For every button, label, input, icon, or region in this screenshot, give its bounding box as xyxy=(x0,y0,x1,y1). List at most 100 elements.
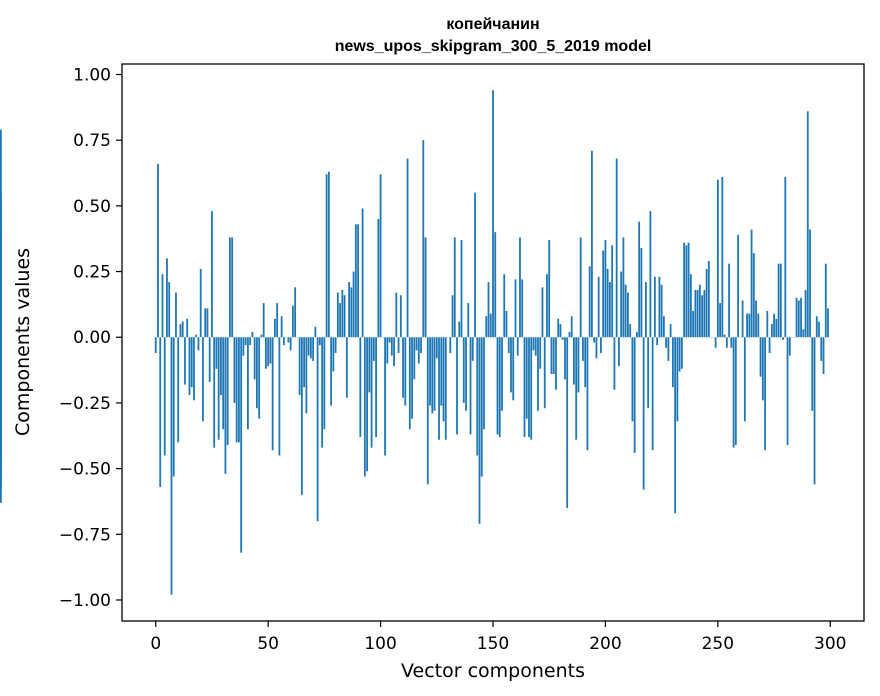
bar xyxy=(188,337,191,396)
bar xyxy=(451,295,454,338)
bar xyxy=(471,337,474,361)
bar xyxy=(631,337,634,422)
bar xyxy=(602,250,605,338)
bar xyxy=(233,337,236,403)
bar xyxy=(678,337,681,372)
bar xyxy=(154,337,157,354)
bar xyxy=(546,274,548,338)
bar xyxy=(211,211,213,338)
bar xyxy=(406,158,409,338)
bar xyxy=(698,284,701,338)
y-tick-label: 1.00 xyxy=(73,66,111,86)
bar xyxy=(784,176,787,338)
bar xyxy=(642,337,645,490)
bar xyxy=(247,337,249,430)
bar xyxy=(627,292,629,338)
bar xyxy=(300,337,303,495)
bar xyxy=(543,337,546,409)
y-axis: 1.00 0.75 0.50 0.25 0.00 −0.25 −0.50 −0.75 −1.00 xyxy=(59,66,122,611)
bar xyxy=(415,337,418,351)
bar xyxy=(258,337,261,419)
bar xyxy=(377,219,380,338)
bar xyxy=(797,300,800,338)
bar xyxy=(318,337,321,346)
bar xyxy=(179,324,182,338)
bar xyxy=(741,300,744,338)
bar xyxy=(197,337,200,351)
bar xyxy=(636,331,638,338)
bar xyxy=(163,337,166,456)
bar xyxy=(336,292,339,338)
bar xyxy=(815,316,818,338)
bar xyxy=(449,337,452,354)
bar xyxy=(759,337,762,377)
bar xyxy=(804,289,807,338)
bar xyxy=(507,337,510,354)
bar xyxy=(399,295,402,338)
bar xyxy=(217,337,220,440)
bar xyxy=(694,289,697,338)
bar xyxy=(244,337,247,346)
bar xyxy=(343,295,346,338)
bar xyxy=(604,240,607,338)
chart-title-line1: копейчанин xyxy=(446,16,539,33)
bar xyxy=(532,337,535,351)
bar xyxy=(314,326,317,338)
bar xyxy=(440,337,443,406)
bar xyxy=(370,337,373,448)
bar xyxy=(593,337,596,343)
bar xyxy=(256,337,258,409)
bar xyxy=(368,337,371,393)
bar xyxy=(177,337,180,443)
bar xyxy=(501,337,503,411)
x-tick-label: 50 xyxy=(257,634,279,654)
bar xyxy=(530,337,533,440)
bar xyxy=(379,174,382,338)
bar xyxy=(287,337,290,343)
bar xyxy=(822,337,825,375)
bar xyxy=(561,337,564,340)
bar xyxy=(496,337,499,435)
bar xyxy=(325,174,328,338)
bar xyxy=(417,337,420,364)
bar xyxy=(206,308,209,338)
bar xyxy=(332,337,335,372)
bar xyxy=(557,318,560,338)
bar xyxy=(388,337,391,343)
bar xyxy=(352,271,355,338)
x-tick-label: 150 xyxy=(477,634,509,654)
bar xyxy=(687,242,690,338)
bar xyxy=(267,337,270,367)
bar xyxy=(786,337,789,445)
bar xyxy=(253,337,256,380)
bar xyxy=(489,313,492,338)
bar xyxy=(420,337,422,354)
bar xyxy=(323,337,326,430)
bar xyxy=(680,337,683,369)
bar xyxy=(716,179,719,338)
bar xyxy=(667,337,670,361)
bar xyxy=(271,337,274,451)
bar xyxy=(683,242,686,338)
bar xyxy=(539,337,542,369)
bar xyxy=(265,337,267,369)
bar xyxy=(588,266,591,338)
bar xyxy=(298,337,301,396)
bar xyxy=(494,232,497,338)
y-axis-label: Components values xyxy=(12,248,34,436)
bar xyxy=(390,337,393,356)
bar xyxy=(386,337,389,364)
bar xyxy=(766,310,769,338)
bar xyxy=(375,337,377,438)
bar xyxy=(611,245,614,338)
bar xyxy=(397,337,400,354)
bar xyxy=(402,337,404,398)
bar xyxy=(730,337,733,348)
bar xyxy=(734,337,737,445)
bar xyxy=(811,337,814,411)
bar xyxy=(438,337,440,440)
bar xyxy=(559,324,562,338)
bar xyxy=(768,337,771,354)
bar xyxy=(541,287,544,338)
bar xyxy=(366,337,368,472)
